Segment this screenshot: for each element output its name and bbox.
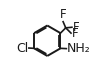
Text: Cl: Cl [16, 42, 29, 55]
Text: NH₂: NH₂ [67, 42, 90, 55]
Text: F: F [72, 27, 78, 40]
Text: F: F [60, 8, 66, 21]
Text: F: F [73, 21, 79, 34]
